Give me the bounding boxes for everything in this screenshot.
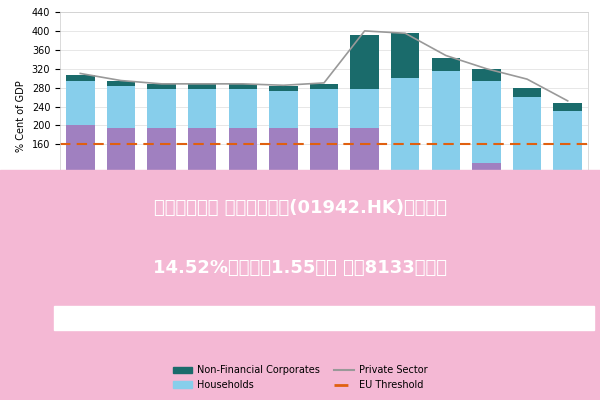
Bar	[472, 163, 500, 220]
Bar	[472, 80, 500, 163]
Bar	[513, 88, 541, 97]
Bar	[66, 80, 95, 126]
Bar	[188, 128, 217, 220]
Bar	[513, 170, 541, 220]
Bar	[107, 86, 135, 128]
Bar	[229, 89, 257, 128]
Text: 合肥抒股配资 马可数字科技(01942.HK)拟折让约: 合肥抒股配资 马可数字科技(01942.HK)拟折让约	[154, 199, 446, 217]
Bar	[350, 89, 379, 128]
Bar	[66, 126, 95, 220]
Bar	[431, 71, 460, 173]
Bar	[269, 91, 298, 128]
Bar	[391, 194, 419, 220]
Bar	[553, 111, 582, 173]
Bar	[66, 75, 95, 80]
Bar	[513, 97, 541, 170]
Bar	[472, 69, 500, 80]
Bar	[188, 84, 217, 89]
Bar	[229, 128, 257, 220]
Bar	[107, 82, 135, 86]
Legend: Non-Financial Corporates, Households, Private Sector, EU Threshold: Non-Financial Corporates, Households, Pr…	[168, 360, 432, 395]
Bar	[391, 78, 419, 194]
Bar	[350, 35, 379, 89]
Text: 14.52%配售最多1.55亿股 筹趄8133万港元: 14.52%配售最多1.55亿股 筹趄8133万港元	[153, 259, 447, 277]
Bar	[350, 128, 379, 220]
Bar	[107, 128, 135, 220]
Bar	[148, 84, 176, 89]
Bar	[148, 128, 176, 220]
Bar	[310, 84, 338, 89]
Bar	[310, 89, 338, 128]
Bar	[229, 84, 257, 89]
Bar	[391, 33, 419, 78]
Bar	[269, 128, 298, 220]
Bar	[553, 103, 582, 111]
Bar	[431, 58, 460, 71]
Bar	[269, 86, 298, 91]
Bar	[310, 128, 338, 220]
Bar	[148, 89, 176, 128]
Bar	[553, 173, 582, 220]
Bar	[431, 173, 460, 220]
Bar	[188, 89, 217, 128]
Y-axis label: % Cent of GDP: % Cent of GDP	[16, 80, 26, 152]
